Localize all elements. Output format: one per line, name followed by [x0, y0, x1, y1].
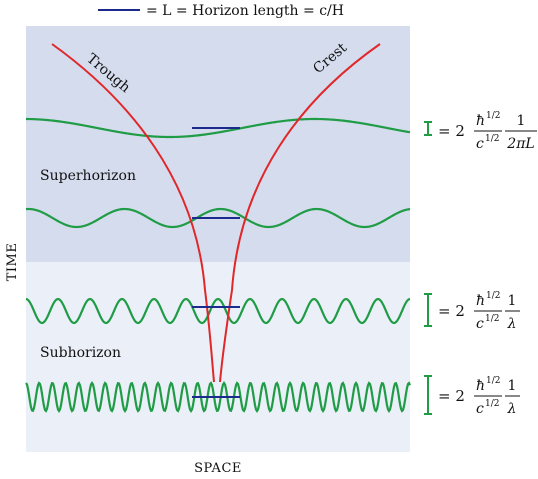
- wave-superhorizon-long: [25, 117, 411, 139]
- wave-superhorizon-medium: [25, 207, 411, 229]
- amplitude-formula-2: = 2 ħ 1/2 c 1/2 1 λ: [424, 291, 520, 332]
- crest-curve: [219, 43, 381, 383]
- svg-text:1/2: 1/2: [486, 291, 500, 301]
- amplitude-formula-1: = 2 ħ 1/2 c 1/2 1 2πL: [424, 111, 537, 152]
- amplitude-bracket-1: [424, 121, 432, 136]
- svg-text:1/2: 1/2: [485, 134, 499, 144]
- svg-text:λ: λ: [507, 316, 517, 332]
- superhorizon-label: Superhorizon: [40, 168, 136, 184]
- svg-text:1: 1: [508, 378, 517, 394]
- trough-curve: [51, 43, 215, 383]
- svg-text:1/2: 1/2: [486, 376, 500, 386]
- svg-text:= 2: = 2: [438, 387, 465, 405]
- wave-subhorizon-short: [25, 297, 411, 325]
- svg-text:ħ: ħ: [476, 293, 485, 309]
- svg-text:1: 1: [517, 113, 526, 129]
- svg-text:1/2: 1/2: [485, 314, 499, 324]
- svg-text:λ: λ: [507, 401, 517, 417]
- time-axis-label: TIME: [5, 243, 20, 282]
- svg-text:1: 1: [508, 293, 517, 309]
- svg-text:ħ: ħ: [476, 113, 485, 129]
- svg-text:ħ: ħ: [476, 378, 485, 394]
- svg-text:2πL: 2πL: [506, 136, 534, 152]
- svg-text:= 2: = 2: [438, 302, 465, 320]
- svg-text:c: c: [476, 316, 484, 332]
- svg-text:1/2: 1/2: [485, 399, 499, 409]
- amplitude-bracket-3: [424, 375, 432, 415]
- svg-text:c: c: [476, 401, 484, 417]
- svg-text:= 2: = 2: [438, 122, 465, 140]
- svg-text:c: c: [476, 136, 484, 152]
- subhorizon-region: [26, 262, 410, 452]
- subhorizon-label: Subhorizon: [40, 345, 121, 361]
- amplitude-bracket-2: [424, 293, 432, 327]
- amplitude-formula-3: = 2 ħ 1/2 c 1/2 1 λ: [424, 375, 520, 417]
- wave-subhorizon-shortest: [25, 380, 411, 414]
- legend-label: = L = Horizon length = c/H: [146, 3, 344, 19]
- svg-text:1/2: 1/2: [486, 111, 500, 121]
- space-axis-label: SPACE: [194, 461, 242, 476]
